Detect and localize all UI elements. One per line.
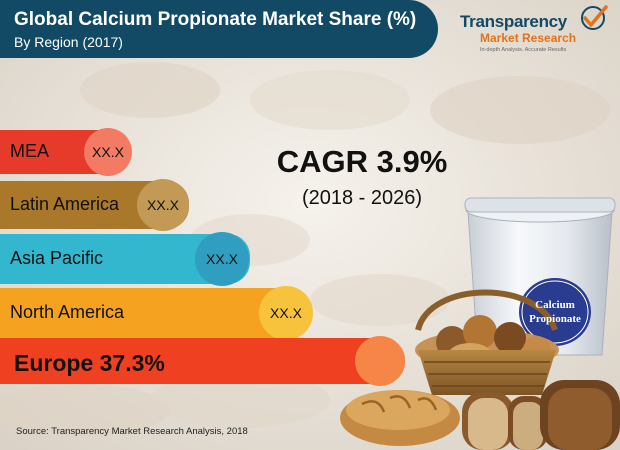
bread-basket — [415, 289, 559, 395]
region-label: Latin America — [10, 194, 120, 214]
region-label: North America — [10, 302, 125, 322]
source-note: Source: Transparency Market Research Ana… — [16, 426, 248, 437]
cagr-headline: CAGR 3.9% — [276, 144, 448, 179]
value-label: XX.X — [137, 179, 189, 231]
europe-value-label: Europe 37.3% — [14, 350, 165, 376]
value-label: XX.X — [195, 232, 249, 286]
header-banner: Global Calcium Propionate Market Share (… — [0, 0, 438, 58]
svg-text:Propionate: Propionate — [529, 313, 581, 325]
logo-subname: Market Research — [480, 31, 577, 45]
region-label: MEA — [10, 141, 50, 161]
calcium-propionate-bucket — [464, 197, 616, 356]
value-label: XX.X — [259, 286, 313, 340]
svg-text:Calcium: Calcium — [535, 299, 575, 311]
brand-logo: Transparency Market Research In-depth An… — [438, 0, 620, 62]
chart-title: Global Calcium Propionate Market Share (… — [14, 9, 417, 30]
chart-subtitle: By Region (2017) — [14, 34, 123, 50]
region-label: Asia Pacific — [10, 248, 104, 268]
bread-loaves — [340, 380, 620, 450]
bucket-label: Calcium Propionate — [529, 299, 581, 325]
checkmark-logo-icon — [581, 5, 608, 30]
value-label: XX.X — [84, 128, 132, 176]
cagr-period: (2018 - 2026) — [301, 187, 423, 209]
logo-tagline: In-depth Analysis. Accurate Results — [480, 47, 567, 53]
bar-europe — [0, 338, 405, 384]
logo-name: Transparency — [460, 12, 567, 31]
value-badge — [355, 336, 405, 386]
